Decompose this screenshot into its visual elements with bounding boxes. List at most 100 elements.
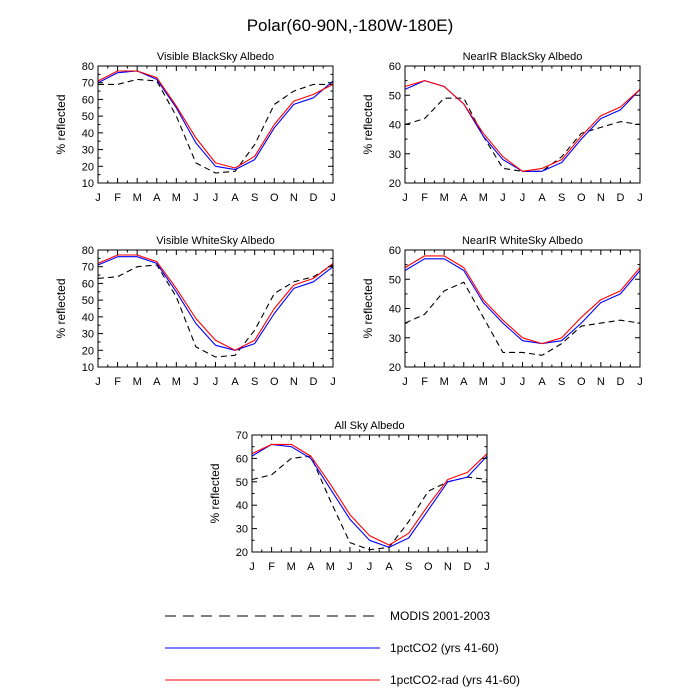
x-tick-label: J: [367, 561, 373, 573]
x-tick-label: F: [421, 376, 428, 388]
series-line-2: [251, 443, 488, 546]
x-tick-label: D: [616, 376, 624, 388]
x-tick-label: A: [231, 192, 239, 204]
panel-title: All Sky Albedo: [334, 420, 404, 432]
figure-title: Polar(60-90N,-180W-180E): [247, 16, 454, 35]
x-tick-label: J: [193, 192, 199, 204]
series-line-0: [97, 264, 334, 358]
plot-frame: [404, 65, 641, 184]
y-tick-label: 50: [389, 274, 401, 286]
x-tick-label: J: [249, 561, 255, 573]
y-tick-label: 20: [236, 547, 248, 559]
series-line-2: [404, 80, 641, 172]
x-tick-label: S: [558, 376, 565, 388]
y-tick-label: 60: [389, 245, 401, 257]
x-tick-label: J: [95, 192, 101, 204]
y-tick-label: 10: [82, 178, 94, 190]
x-tick-label: N: [290, 376, 298, 388]
series-line-0: [404, 97, 641, 172]
x-tick-label: O: [270, 192, 279, 204]
x-tick-label: M: [287, 561, 296, 573]
x-tick-label: M: [172, 192, 181, 204]
x-tick-label: J: [402, 192, 408, 204]
x-tick-label: O: [577, 192, 586, 204]
x-tick-label: A: [153, 376, 161, 388]
x-tick-label: A: [231, 376, 239, 388]
x-tick-label: F: [114, 376, 121, 388]
x-tick-label: J: [330, 192, 336, 204]
x-tick-label: A: [538, 192, 546, 204]
x-tick-label: J: [347, 561, 353, 573]
series-line-2: [404, 255, 641, 345]
y-tick-label: 20: [82, 345, 94, 357]
x-tick-label: A: [307, 561, 315, 573]
series-line-1: [404, 80, 641, 172]
x-tick-label: J: [484, 561, 490, 573]
panel-title: NearIR BlackSky Albedo: [463, 51, 583, 63]
y-tick-label: 20: [389, 362, 401, 374]
y-tick-label: 70: [82, 78, 94, 90]
x-tick-label: O: [424, 561, 433, 573]
x-tick-label: O: [270, 376, 279, 388]
legend-label-1pctco2-rad: 1pctCO2-rad (yrs 41-60): [390, 673, 520, 687]
panel-title: Visible WhiteSky Albedo: [156, 235, 274, 247]
x-tick-label: J: [402, 376, 408, 388]
y-tick-label: 30: [236, 524, 248, 536]
y-tick-label: 80: [82, 61, 94, 73]
x-tick-label: A: [385, 561, 393, 573]
series-line-1: [251, 443, 488, 548]
series-line-1: [404, 258, 641, 345]
x-tick-label: M: [479, 376, 488, 388]
y-axis-label: % reflected: [208, 463, 222, 523]
y-tick-label: 40: [82, 312, 94, 324]
x-tick-label: A: [153, 192, 161, 204]
x-tick-label: M: [172, 376, 181, 388]
x-tick-label: M: [479, 192, 488, 204]
x-tick-label: A: [538, 376, 546, 388]
x-tick-label: S: [405, 561, 412, 573]
x-tick-label: J: [500, 192, 506, 204]
series-line-1: [97, 70, 334, 171]
y-axis-label: % reflected: [361, 278, 375, 338]
series-line-0: [98, 78, 333, 174]
legend-label-modis: MODIS 2001-2003: [390, 609, 490, 623]
y-tick-label: 30: [389, 149, 401, 161]
x-tick-label: J: [637, 192, 643, 204]
series-line-2: [97, 70, 334, 169]
y-tick-label: 30: [82, 329, 94, 341]
x-tick-label: O: [577, 376, 586, 388]
x-tick-label: N: [290, 192, 298, 204]
y-tick-label: 40: [389, 120, 401, 132]
legend-label-1pctco2: 1pctCO2 (yrs 41-60): [390, 641, 499, 655]
x-tick-label: D: [463, 561, 471, 573]
y-axis-label: % reflected: [54, 278, 68, 338]
y-tick-label: 60: [389, 61, 401, 73]
legend-entry-modis: MODIS 2001-2003: [165, 609, 490, 623]
legend-entry-1pctco2-rad: 1pctCO2-rad (yrs 41-60): [165, 673, 520, 687]
x-tick-label: D: [309, 376, 317, 388]
series-line-2: [97, 254, 334, 351]
series-line-1: [97, 256, 334, 351]
y-tick-label: 40: [389, 304, 401, 316]
x-tick-label: S: [251, 192, 258, 204]
x-tick-label: F: [268, 561, 275, 573]
x-tick-label: F: [421, 192, 428, 204]
x-tick-label: J: [213, 376, 219, 388]
y-tick-label: 10: [82, 362, 94, 374]
y-tick-label: 70: [236, 430, 248, 442]
x-tick-label: S: [558, 192, 565, 204]
legend-entry-1pctco2: 1pctCO2 (yrs 41-60): [165, 641, 499, 655]
x-tick-label: M: [133, 376, 142, 388]
x-tick-label: J: [520, 192, 526, 204]
x-tick-label: A: [460, 376, 468, 388]
x-tick-label: J: [193, 376, 199, 388]
panel-title: Visible BlackSky Albedo: [157, 51, 274, 63]
x-tick-label: M: [440, 376, 449, 388]
x-tick-label: J: [520, 376, 526, 388]
y-tick-label: 70: [82, 262, 94, 274]
panel-title: NearIR WhiteSky Albedo: [462, 235, 583, 247]
